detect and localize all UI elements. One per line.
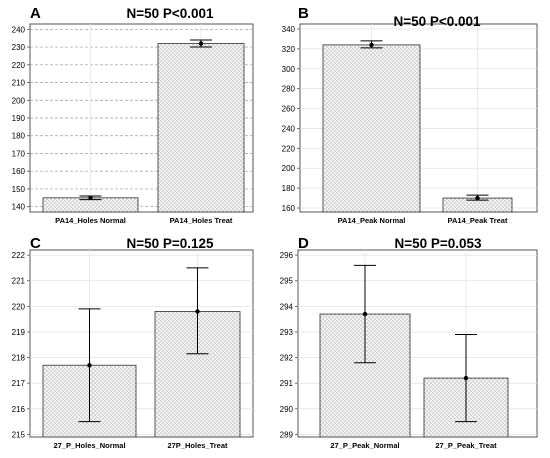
x-category-label: 27_P_Peak_Treat [435,441,497,450]
y-tick-label: 218 [12,354,26,363]
y-tick-label: 260 [282,105,296,114]
panel-title: N=50 P<0.001 [126,6,214,21]
y-tick-label: 293 [280,328,294,337]
mean-point [463,375,469,381]
y-tick-label: 217 [12,379,26,388]
x-category-label: 27_P_Holes_Normal [53,441,125,450]
panel-letter: A [30,5,41,22]
panel-letter: B [298,5,309,22]
mean-point [195,309,200,314]
y-tick-label: 294 [280,302,294,311]
y-tick-label: 280 [282,85,296,94]
y-tick-label: 292 [280,354,294,363]
y-tick-label: 220 [282,144,296,153]
mean-point [88,195,93,201]
y-tick-label: 180 [282,184,296,193]
panel-title: N=50 P=0.053 [394,236,482,251]
panel-title: N=50 P<0.001 [393,14,481,29]
y-tick-label: 170 [12,149,26,158]
y-tick-label: 140 [12,203,26,212]
y-tick-label: 240 [12,25,26,34]
y-tick-label: 215 [12,430,26,439]
y-tick-label: 289 [280,430,294,439]
y-tick-label: 160 [12,167,26,176]
panel-letter: D [298,235,309,252]
panel-title: N=50 P=0.125 [126,236,214,251]
x-category-label: PA14_Holes Normal [55,216,126,225]
bar [157,43,245,213]
x-category-label: 27P_Holes_Treat [167,441,228,450]
y-tick-label: 150 [12,185,26,194]
y-tick-label: 219 [12,328,26,337]
y-tick-label: 230 [12,43,26,52]
mean-point [475,195,480,201]
y-tick-label: 240 [282,124,296,133]
mean-point [369,42,374,48]
y-tick-label: 210 [12,79,26,88]
y-tick-label: 295 [280,277,294,286]
x-category-label: 27_P_Peak_Normal [330,441,399,450]
bar [322,44,421,213]
y-tick-label: 220 [12,61,26,70]
y-tick-label: 200 [12,96,26,105]
y-tick-label: 320 [282,45,296,54]
y-tick-label: 291 [280,379,294,388]
mean-point [87,363,92,368]
y-tick-label: 290 [280,405,294,414]
y-tick-label: 200 [282,164,296,173]
y-tick-label: 220 [12,302,26,311]
y-tick-label: 216 [12,405,26,414]
y-tick-label: 296 [280,251,294,260]
y-tick-label: 160 [282,204,296,213]
mean-point [362,311,368,317]
y-tick-label: 180 [12,132,26,141]
x-category-label: PA14_Holes Treat [170,216,233,225]
y-tick-label: 190 [12,114,26,123]
mean-point [198,41,204,46]
y-tick-label: 340 [282,25,296,34]
x-category-label: PA14_Peak Normal [338,216,406,225]
y-tick-label: 222 [12,251,26,260]
x-category-label: PA14_Peak Treat [448,216,508,225]
y-tick-label: 300 [282,65,296,74]
panel-letter: C [30,235,41,252]
y-tick-label: 221 [12,277,26,286]
